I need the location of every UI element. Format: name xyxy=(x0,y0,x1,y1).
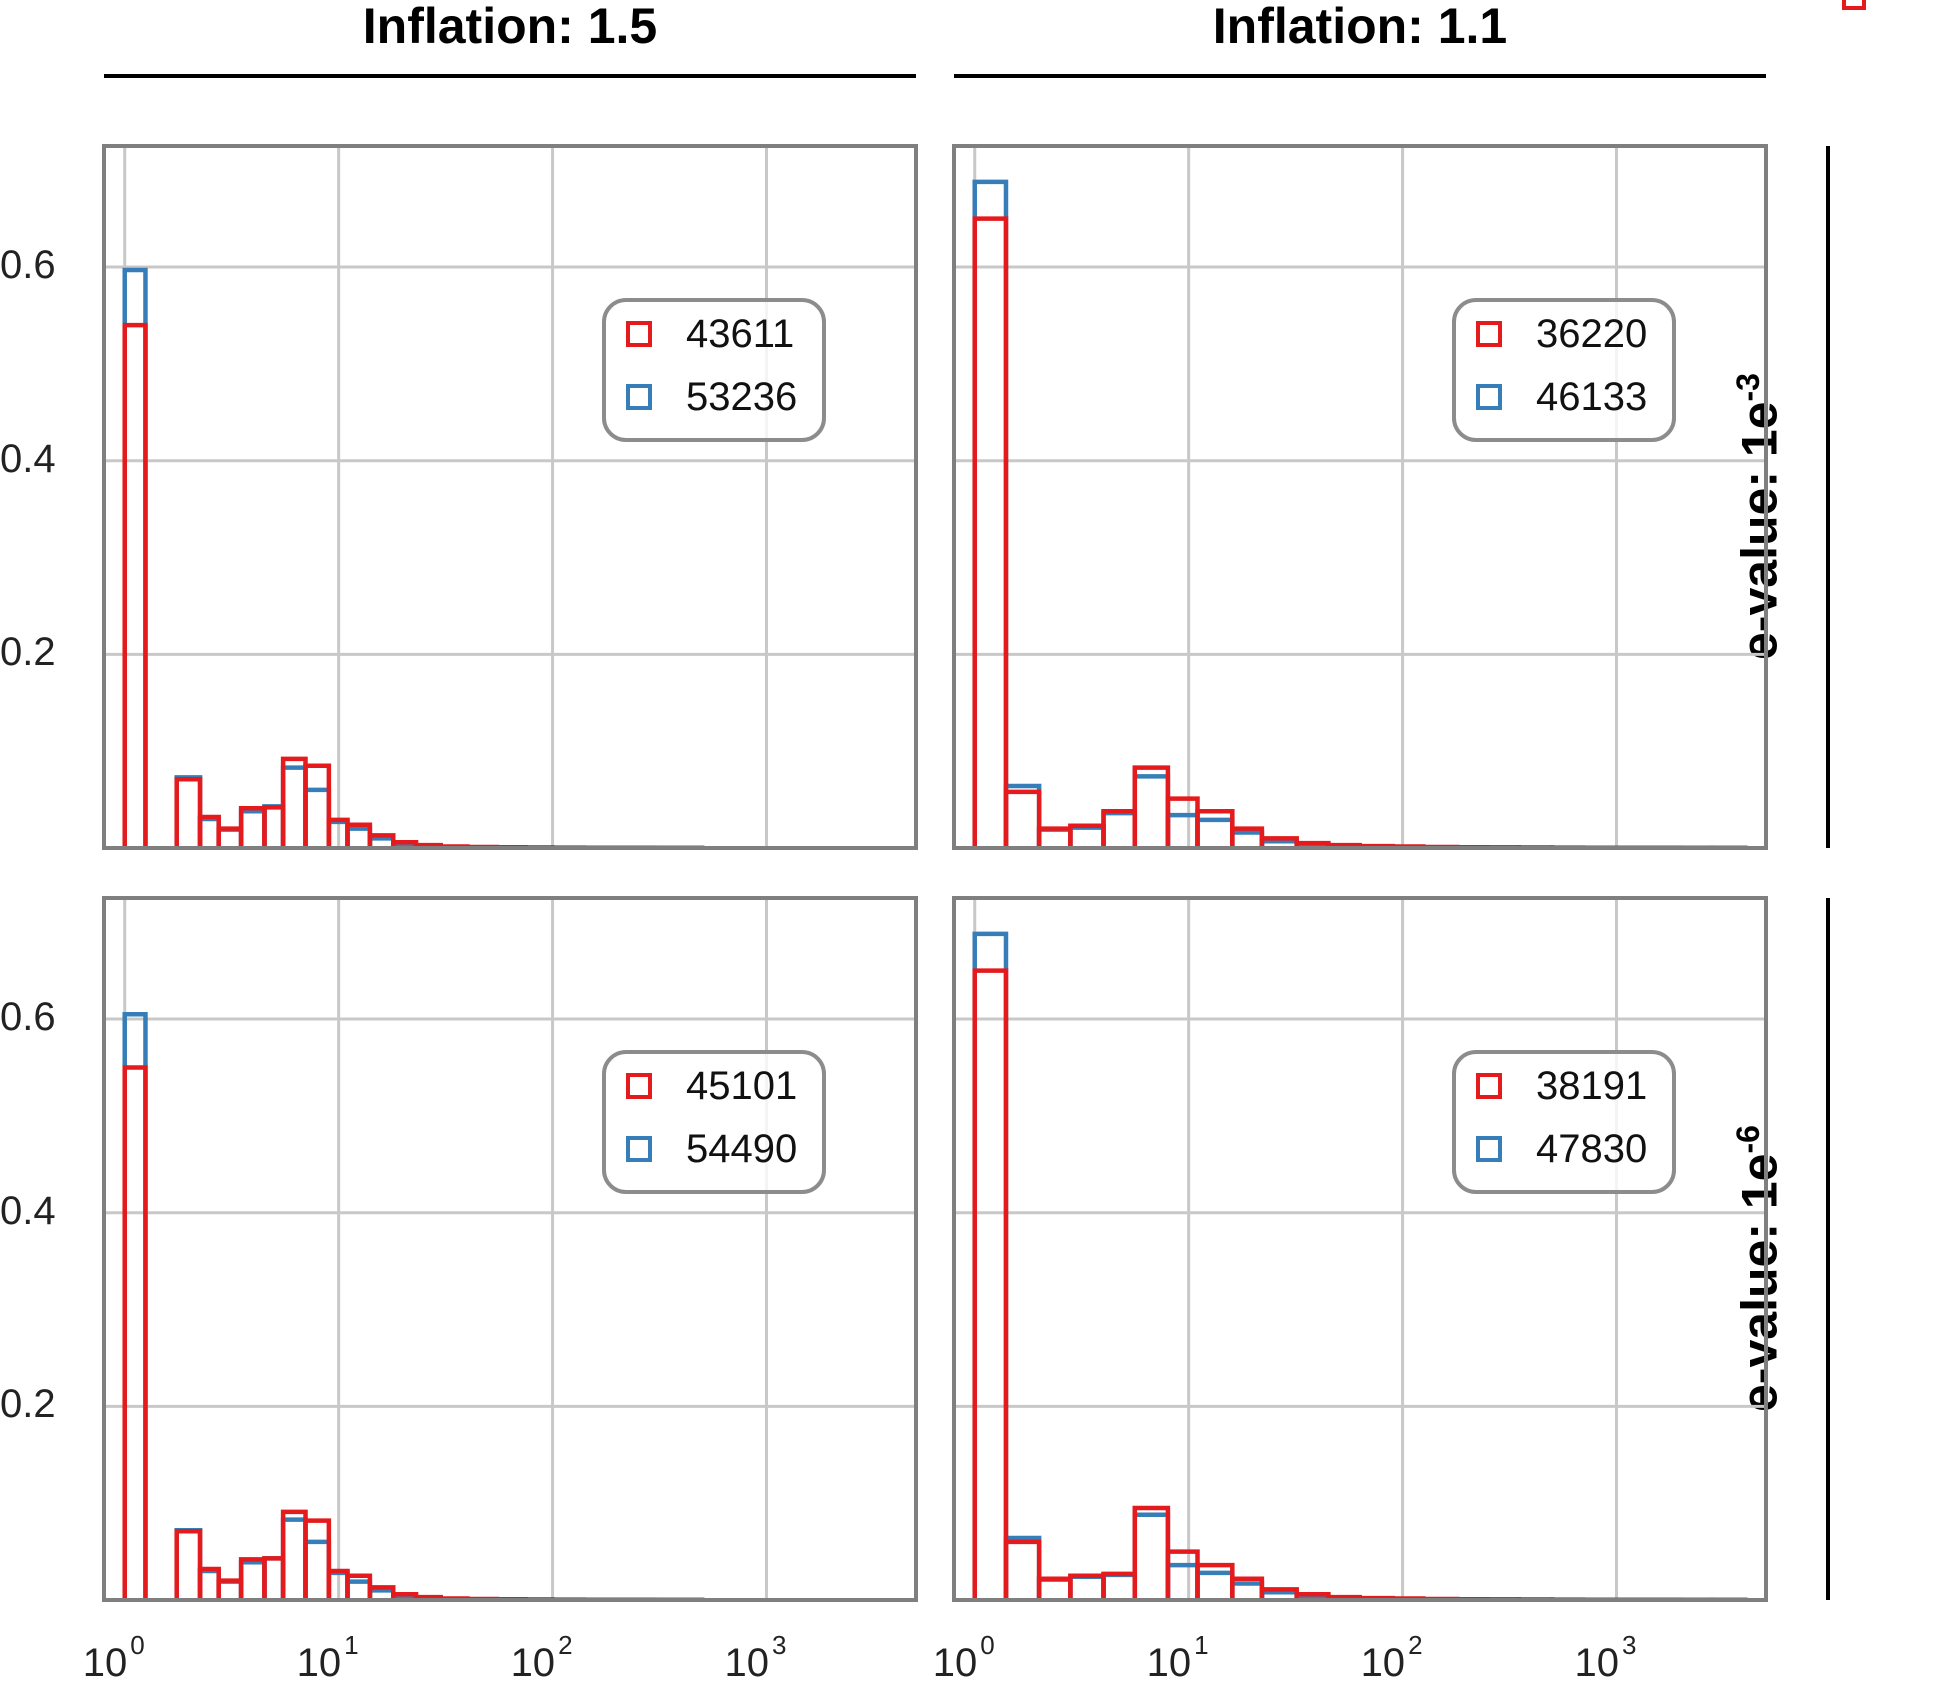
y-tick-label: 0.4 xyxy=(0,1189,70,1234)
x-tick-exponent: 1 xyxy=(344,1630,358,1660)
legend-swatch-red xyxy=(1476,1073,1502,1099)
x-tick-exponent: 2 xyxy=(558,1630,572,1660)
x-tick-base: 10 xyxy=(724,1641,769,1685)
legend-swatch-red xyxy=(1476,321,1502,347)
y-tick-label: 0.2 xyxy=(0,630,70,675)
legend-entry: 54490 xyxy=(626,1127,797,1171)
legend-swatch-blue xyxy=(626,1136,652,1162)
legend-swatch-blue xyxy=(1476,384,1502,410)
x-tick-exponent: 0 xyxy=(980,1630,994,1660)
x-tick-base: 10 xyxy=(511,1641,556,1685)
legend-label: 43611 xyxy=(686,312,794,357)
legend-swatch-blue xyxy=(626,384,652,410)
legend: 38191 47830 xyxy=(1452,1050,1676,1194)
x-tick-exponent: 1 xyxy=(1194,1630,1208,1660)
y-tick-label: 0.2 xyxy=(0,1382,70,1427)
legend-entry: 53236 xyxy=(626,375,797,419)
legend: 43611 53236 xyxy=(602,298,826,442)
x-tick-base: 10 xyxy=(1574,1641,1619,1685)
legend-label: 46133 xyxy=(1536,375,1647,420)
y-tick-label: 0.4 xyxy=(0,437,70,482)
y-tick-label: 0.6 xyxy=(0,243,70,288)
x-tick-exponent: 2 xyxy=(1408,1630,1422,1660)
legend-label: 36220 xyxy=(1536,312,1647,357)
legend-swatch-blue xyxy=(1476,1136,1502,1162)
legend-label: 38191 xyxy=(1536,1064,1647,1109)
x-tick-exponent: 3 xyxy=(772,1630,786,1660)
legend-label: 47830 xyxy=(1536,1127,1647,1172)
legend-entry: 43611 xyxy=(626,312,794,356)
legend-label: 53236 xyxy=(686,375,797,420)
legend-swatch-red xyxy=(626,1073,652,1099)
legend-entry: 38191 xyxy=(1476,1064,1647,1108)
x-tick-exponent: 3 xyxy=(1622,1630,1636,1660)
y-tick-label: 0.6 xyxy=(0,995,70,1040)
x-tick-base: 10 xyxy=(1361,1641,1406,1685)
legend: 45101 54490 xyxy=(602,1050,826,1194)
legend-entry: 46133 xyxy=(1476,375,1647,419)
legend-entry: 36220 xyxy=(1476,312,1647,356)
legend-swatch-red xyxy=(626,321,652,347)
legend-entry: 47830 xyxy=(1476,1127,1647,1171)
legend-entry: 45101 xyxy=(626,1064,797,1108)
legend-label: 54490 xyxy=(686,1127,797,1172)
x-tick-base: 10 xyxy=(1147,1641,1192,1685)
legend: 36220 46133 xyxy=(1452,298,1676,442)
x-tick-base: 10 xyxy=(297,1641,342,1685)
x-tick-exponent: 0 xyxy=(130,1630,144,1660)
x-tick-base: 10 xyxy=(933,1641,978,1685)
legend-label: 45101 xyxy=(686,1064,797,1109)
x-tick-base: 10 xyxy=(83,1641,128,1685)
